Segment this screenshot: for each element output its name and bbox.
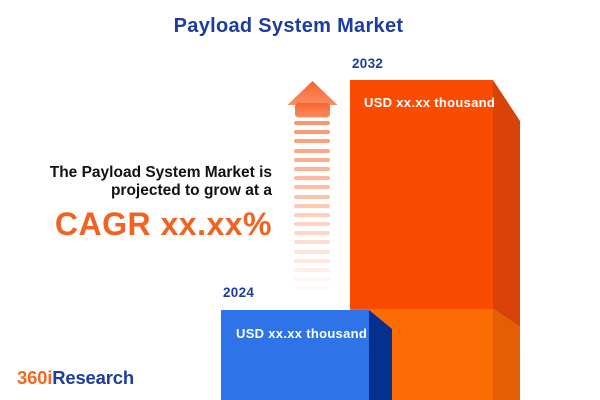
- arrow-shaft: [294, 121, 330, 291]
- bar-2032-overlap-side: [493, 309, 520, 400]
- arrow-stripe: [294, 139, 330, 144]
- arrow-stripe: [294, 249, 330, 254]
- arrow-stripe: [294, 240, 330, 245]
- arrow-stripe: [294, 176, 330, 181]
- cagr-value: CAGR xx.xx%: [54, 206, 272, 242]
- arrow-stripe: [294, 148, 330, 153]
- arrow-stripe: [294, 286, 330, 291]
- page-title: Payload System Market: [173, 15, 404, 37]
- arrow-stripe: [294, 268, 330, 272]
- bar-2024-front: [221, 310, 369, 400]
- brand-logo-suffix: Research: [52, 367, 134, 388]
- arrow-stripe: [294, 166, 330, 171]
- bar-2032-value-label: USD xx.xx thousand: [364, 95, 496, 110]
- bar-2032-side: [493, 80, 520, 327]
- arrow-stripe: [294, 194, 330, 199]
- bar-2032-front: [350, 80, 493, 309]
- arrow-stripe: [294, 258, 330, 263]
- growth-arrow-head-icon: [287, 81, 338, 105]
- annotation-line-2: projected to grow at a: [110, 182, 272, 199]
- bar-2032-year-label: 2032: [352, 56, 384, 71]
- brand-logo: 360iResearch: [17, 367, 134, 389]
- bar-2024-year-label: 2024: [223, 285, 255, 300]
- arrow-stripe: [294, 121, 330, 125]
- arrow-stripe: [294, 231, 330, 236]
- arrow-stripe: [294, 203, 330, 208]
- arrow-stripe: [294, 130, 330, 135]
- bar-2024-side: [369, 310, 392, 400]
- arrow-stripe: [294, 185, 330, 190]
- annotation-line-1: The Payload System Market is: [49, 164, 272, 181]
- arrow-stripe: [294, 212, 330, 217]
- arrow-stripe: [294, 157, 330, 162]
- arrow-stripe: [294, 277, 330, 282]
- growth-annotation: The Payload System Market is projected t…: [50, 164, 272, 243]
- bar-2024-value-label: USD xx.xx thousand: [236, 326, 368, 341]
- arrow-stripe: [294, 222, 330, 227]
- growth-arrow-stem-icon: [295, 103, 330, 118]
- brand-logo-prefix: 360i: [17, 367, 53, 388]
